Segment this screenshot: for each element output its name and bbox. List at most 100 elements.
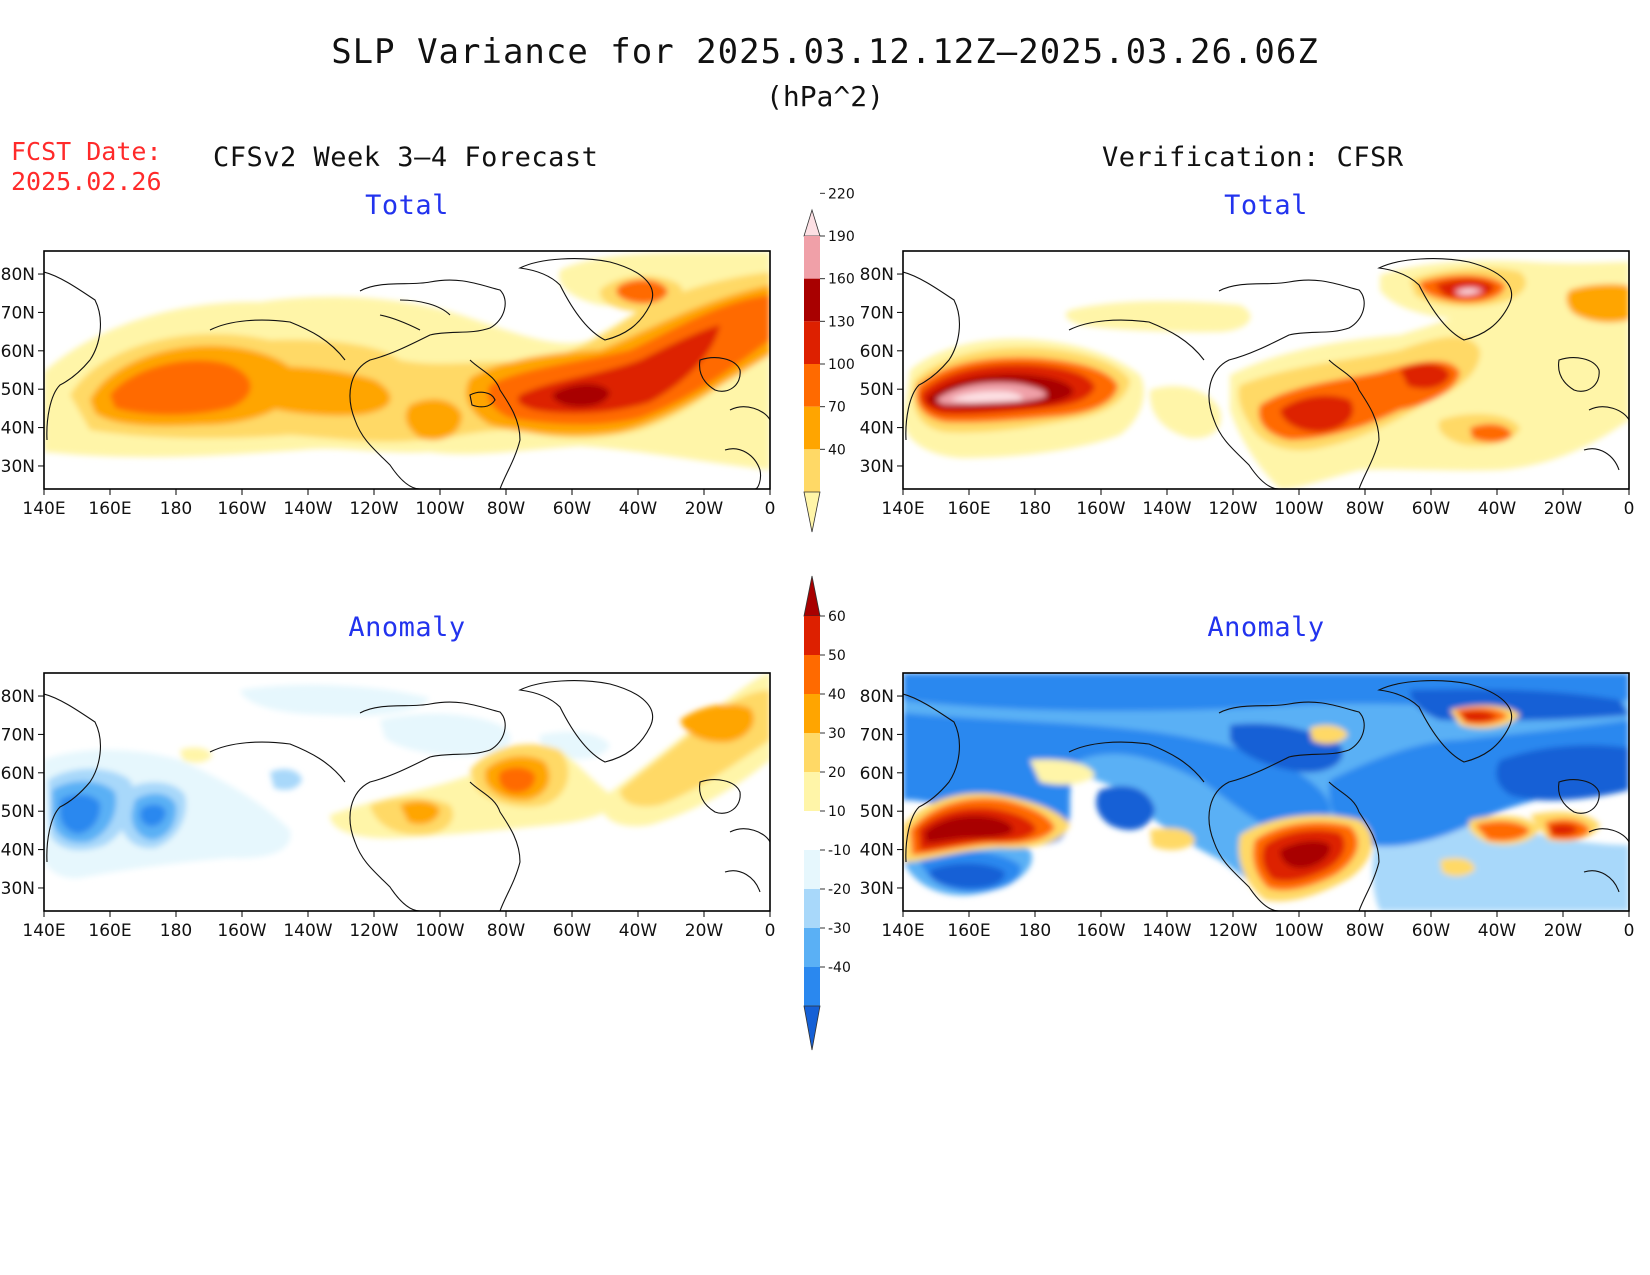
lat-tick-label: 40N	[1, 419, 35, 439]
anomaly-colorbar-level-label: 10	[828, 804, 846, 820]
lon-tick-label: 20W	[685, 499, 724, 519]
lat-tick-label: 60N	[860, 342, 894, 362]
lon-tick-label: 140E	[881, 499, 924, 519]
lon-tick-label: 0	[1624, 499, 1635, 519]
lon-tick-label: 100W	[1274, 921, 1323, 941]
lon-tick-label: 160E	[947, 921, 990, 941]
lat-tick-label: 80N	[1, 265, 35, 285]
total-colorbar-swatch	[804, 364, 820, 407]
total-colorbar-swatch	[804, 278, 820, 322]
fcst-date-value: 2025.02.26	[11, 167, 162, 196]
fcst-date-label: FCST Date:	[11, 137, 162, 166]
lon-tick-label: 60W	[1412, 499, 1451, 519]
anomaly-colorbar-level-label: -20	[828, 882, 851, 898]
lon-tick-label: 80W	[1346, 921, 1385, 941]
lon-tick-label: 140W	[1142, 499, 1191, 519]
lon-tick-label: 20W	[1544, 921, 1583, 941]
total-colorbar-level-label: 70	[828, 400, 846, 416]
anomaly-colorbar-swatch	[804, 694, 820, 733]
verification-anomaly-title: Anomaly	[1207, 612, 1325, 643]
lon-tick-label: 160W	[217, 499, 266, 519]
total-colorbar-level-label: 40	[828, 442, 846, 458]
lat-tick-label: 70N	[1, 303, 35, 323]
total-colorbar-swatch	[804, 236, 820, 279]
lon-tick-label: 40W	[619, 921, 658, 941]
lon-tick-label: 180	[160, 499, 192, 519]
anomaly-colorbar-level-label: -40	[828, 960, 851, 976]
lat-tick-label: 40N	[860, 419, 894, 439]
lon-tick-label: 40W	[619, 499, 658, 519]
anomaly-colorbar-level-label: 40	[828, 687, 846, 703]
anomaly-colorbar-level-label: 30	[828, 726, 846, 742]
total-colorbar-level-label: 130	[828, 314, 855, 330]
anomaly-colorbar-top-cap	[803, 575, 821, 617]
lon-tick-label: 180	[1019, 499, 1051, 519]
lon-tick-label: 160W	[217, 921, 266, 941]
lon-tick-label: 120W	[1208, 921, 1257, 941]
total-colorbar: 40 70 100 130 160 190 220	[803, 186, 855, 533]
lat-tick-label: 30N	[860, 879, 894, 899]
lon-tick-label: 160W	[1076, 921, 1125, 941]
lat-tick-label: 60N	[1, 764, 35, 784]
figure-title: SLP Variance for 2025.03.12.12Z–2025.03.…	[331, 32, 1319, 72]
verification-anomaly-shading	[903, 673, 1629, 911]
anomaly-colorbar-swatch	[804, 811, 820, 850]
lat-tick-label: 30N	[1, 879, 35, 899]
lat-tick-label: 50N	[1, 380, 35, 400]
total-colorbar-level-label: 190	[828, 229, 855, 245]
anomaly-colorbar-level-label: 60	[828, 609, 846, 625]
lon-tick-label: 160E	[947, 499, 990, 519]
lon-tick-label: 140W	[283, 921, 332, 941]
forecast-anomaly-title: Anomaly	[348, 612, 466, 643]
total-colorbar-swatch	[804, 321, 820, 364]
anomaly-colorbar-level-label: -30	[828, 921, 851, 937]
verification-anomaly-coastlines	[903, 680, 1629, 911]
total-colorbar-swatch	[804, 406, 820, 450]
forecast-anomaly-map	[43, 672, 771, 912]
lon-tick-label: 100W	[1274, 499, 1323, 519]
lon-tick-label: 100W	[415, 921, 464, 941]
lon-tick-label: 0	[765, 921, 776, 941]
anomaly-colorbar-level-label: 20	[828, 765, 846, 781]
total-colorbar-top-cap	[803, 208, 821, 237]
lat-tick-label: 60N	[860, 764, 894, 784]
lat-tick-label: 70N	[860, 725, 894, 745]
anomaly-colorbar-swatch	[804, 967, 820, 1006]
lon-tick-label: 180	[160, 921, 192, 941]
lon-tick-label: 160W	[1076, 499, 1125, 519]
lon-tick-label: 120W	[1208, 499, 1257, 519]
anomaly-colorbar-swatch	[804, 655, 820, 694]
anomaly-colorbar-swatch	[804, 616, 820, 655]
lon-tick-label: 140E	[881, 921, 924, 941]
total-colorbar-level-label: 220	[828, 186, 855, 202]
forecast-total-title: Total	[365, 190, 449, 221]
lat-tick-label: 40N	[1, 841, 35, 861]
lon-tick-label: 0	[765, 499, 776, 519]
lat-tick-label: 50N	[860, 802, 894, 822]
lon-tick-label: 40W	[1478, 499, 1517, 519]
verification-total-map	[902, 250, 1630, 490]
lat-tick-label: 30N	[1, 457, 35, 477]
lon-tick-label: 60W	[553, 921, 592, 941]
forecast-total-map	[43, 250, 771, 490]
total-colorbar-level-label: 160	[828, 272, 855, 288]
anomaly-colorbar-swatch	[804, 733, 820, 772]
anomaly-colorbar-swatch	[804, 889, 820, 928]
lon-tick-label: 140W	[283, 499, 332, 519]
forecast-column-heading: CFSv2 Week 3–4 Forecast	[213, 142, 599, 173]
lon-tick-label: 0	[1624, 921, 1635, 941]
verification-column-heading: Verification: CFSR	[1102, 142, 1404, 173]
lat-tick-label: 80N	[1, 687, 35, 707]
lat-tick-label: 80N	[860, 265, 894, 285]
lon-tick-label: 160E	[88, 499, 131, 519]
total-colorbar-level-label: 100	[828, 357, 855, 373]
verification-total-coastlines	[903, 258, 1629, 489]
lat-tick-label: 60N	[1, 342, 35, 362]
lon-tick-label: 100W	[415, 499, 464, 519]
verification-total-shading	[903, 260, 1629, 489]
anomaly-colorbar-swatch	[804, 850, 820, 889]
units-label: (hPa^2)	[765, 80, 884, 113]
lon-tick-label: 60W	[553, 499, 592, 519]
lat-tick-label: 40N	[860, 841, 894, 861]
